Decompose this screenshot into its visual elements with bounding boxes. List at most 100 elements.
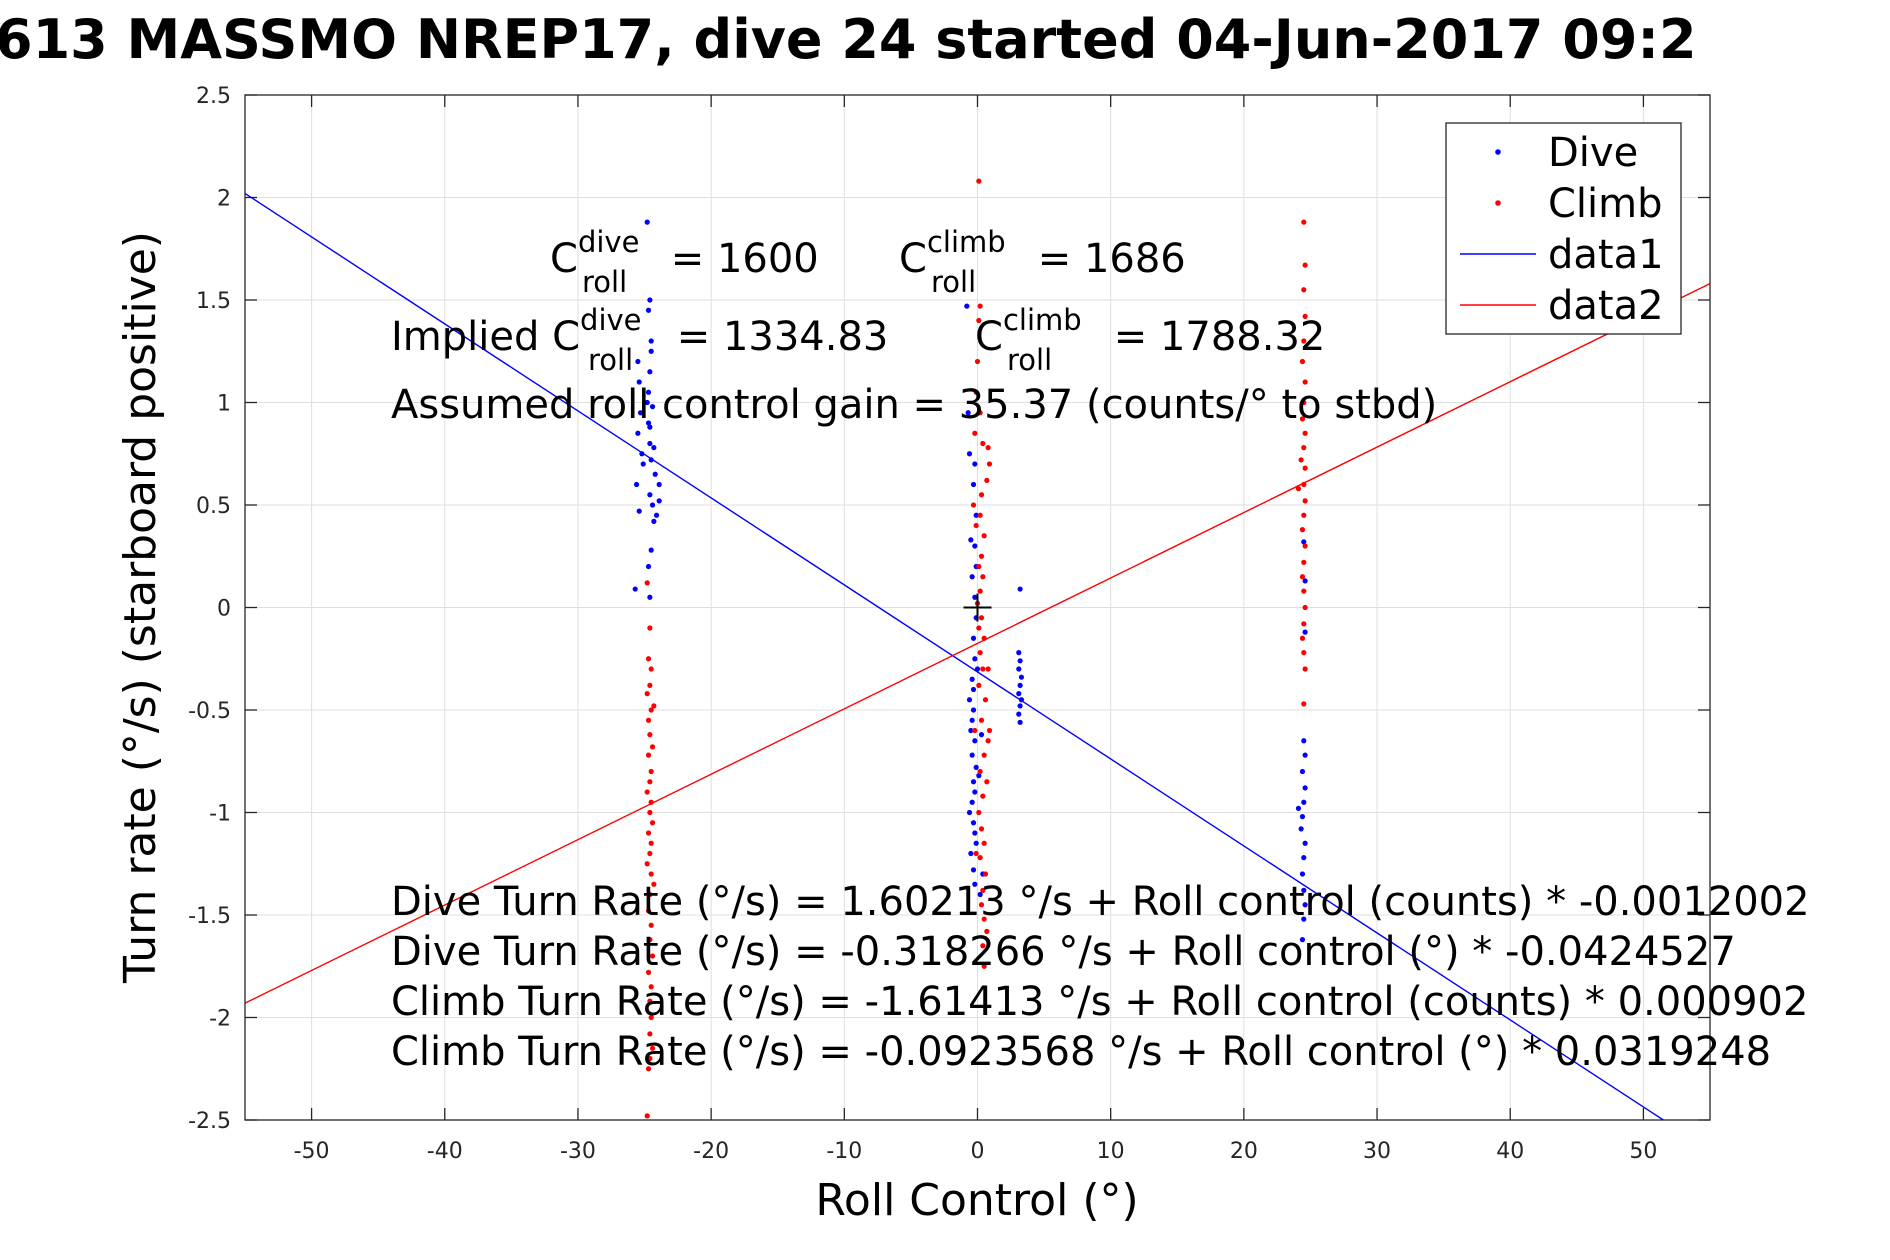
data-point bbox=[632, 586, 638, 592]
data-point bbox=[981, 635, 987, 641]
data-point bbox=[651, 445, 657, 451]
origin-marker bbox=[963, 593, 992, 622]
y-tick-label: 1 bbox=[217, 392, 231, 417]
data-point bbox=[647, 850, 653, 857]
data-point bbox=[970, 820, 977, 826]
data-point bbox=[977, 650, 983, 656]
data-point bbox=[1302, 752, 1308, 758]
data-point bbox=[973, 389, 979, 395]
x-tick-label: 40 bbox=[1496, 1139, 1524, 1164]
data-point bbox=[972, 830, 978, 836]
implied-dive-sub: roll bbox=[588, 343, 633, 377]
data-point bbox=[1302, 604, 1308, 611]
data-point bbox=[1302, 430, 1308, 436]
data-point bbox=[981, 963, 987, 969]
data-point bbox=[1301, 916, 1307, 922]
data-point bbox=[969, 799, 975, 805]
series-climb bbox=[644, 178, 1308, 1119]
c-dive-sup: dive bbox=[578, 225, 639, 259]
data-point bbox=[1302, 262, 1308, 268]
data-point bbox=[977, 512, 983, 518]
data-point bbox=[976, 317, 982, 324]
data-point bbox=[649, 953, 656, 959]
data-point bbox=[1017, 658, 1023, 664]
c-climb-base: C bbox=[899, 236, 927, 282]
implied-dive-annotation: Implied Cdive roll = 1334.83 bbox=[391, 303, 888, 377]
data-point bbox=[647, 809, 653, 816]
legend-item-dive: Dive bbox=[1495, 130, 1638, 176]
series-dive bbox=[632, 219, 1308, 943]
data-point bbox=[649, 1045, 656, 1051]
data-point bbox=[633, 481, 640, 488]
x-tick-label: 20 bbox=[1230, 1139, 1258, 1164]
equation-1: Dive Turn Rate (°/s) = 1.60213 °/s + Rol… bbox=[391, 879, 1810, 925]
data-point bbox=[648, 799, 654, 805]
data-point bbox=[984, 779, 990, 785]
data-point bbox=[645, 908, 652, 914]
data-point bbox=[648, 840, 654, 846]
data-point bbox=[1301, 338, 1307, 344]
data-point bbox=[966, 697, 973, 703]
c-climb-rest: = 1686 bbox=[1025, 236, 1186, 282]
data-point bbox=[1017, 703, 1023, 709]
data-point bbox=[966, 809, 973, 816]
data-point bbox=[648, 871, 654, 877]
data-point bbox=[973, 522, 979, 529]
data-point bbox=[1302, 902, 1308, 908]
y-tick-label: -0.5 bbox=[188, 699, 231, 724]
gain-annotation: Assumed roll control gain = 35.37 (count… bbox=[391, 382, 1437, 428]
data-point bbox=[1016, 711, 1022, 717]
data-point bbox=[977, 588, 983, 594]
legend-box bbox=[1445, 122, 1682, 335]
data-point bbox=[972, 789, 978, 795]
data-point bbox=[648, 922, 654, 928]
data-point bbox=[970, 779, 977, 785]
data-point bbox=[980, 943, 986, 949]
data-point bbox=[1301, 287, 1307, 293]
data-point bbox=[982, 871, 989, 877]
data-point bbox=[1302, 840, 1308, 846]
legend-item-data2: data2 bbox=[1460, 283, 1664, 329]
legend-item-climb: Climb bbox=[1495, 181, 1663, 227]
data-point bbox=[981, 916, 987, 922]
data-point bbox=[1299, 358, 1306, 365]
fit-line-data2 bbox=[245, 282, 1710, 1004]
data-point bbox=[1016, 691, 1022, 697]
data-point bbox=[969, 574, 975, 580]
x-tick-label: 0 bbox=[971, 1139, 985, 1164]
data-point bbox=[644, 789, 650, 795]
data-point bbox=[981, 840, 987, 846]
data-point bbox=[647, 297, 653, 303]
data-point bbox=[969, 676, 975, 682]
data-point bbox=[645, 563, 652, 570]
data-point bbox=[648, 338, 654, 344]
legend-label: data1 bbox=[1548, 232, 1664, 278]
data-point bbox=[1016, 650, 1022, 656]
data-point bbox=[649, 502, 656, 508]
data-point bbox=[647, 440, 653, 447]
c-climb-sup: climb bbox=[927, 225, 1006, 259]
data-point bbox=[648, 1014, 654, 1021]
data-point bbox=[980, 793, 986, 799]
scatter-points bbox=[632, 178, 1308, 1119]
data-point bbox=[656, 498, 662, 504]
data-point bbox=[1301, 887, 1307, 894]
legend-label: Dive bbox=[1548, 130, 1638, 176]
x-tick-label: -50 bbox=[294, 1139, 330, 1164]
data-point bbox=[1301, 621, 1307, 627]
fit-line-data1 bbox=[245, 192, 1664, 1120]
implied-climb-annotation: Cclimb roll = 1788.32 bbox=[975, 303, 1325, 377]
data-point bbox=[981, 752, 987, 758]
data-point bbox=[644, 399, 650, 406]
data-point bbox=[969, 717, 975, 723]
data-point bbox=[1302, 313, 1308, 319]
x-tick-label: -10 bbox=[826, 1139, 862, 1164]
implied-dive-sup: dive bbox=[580, 303, 641, 337]
data-point bbox=[656, 481, 662, 488]
equation-3: Climb Turn Rate (°/s) = -1.61413 °/s + R… bbox=[391, 979, 1808, 1025]
data-point bbox=[981, 533, 987, 539]
data-point bbox=[647, 937, 653, 943]
data-point bbox=[645, 420, 652, 426]
data-point bbox=[984, 477, 990, 483]
c-climb-sub: roll bbox=[931, 265, 976, 299]
